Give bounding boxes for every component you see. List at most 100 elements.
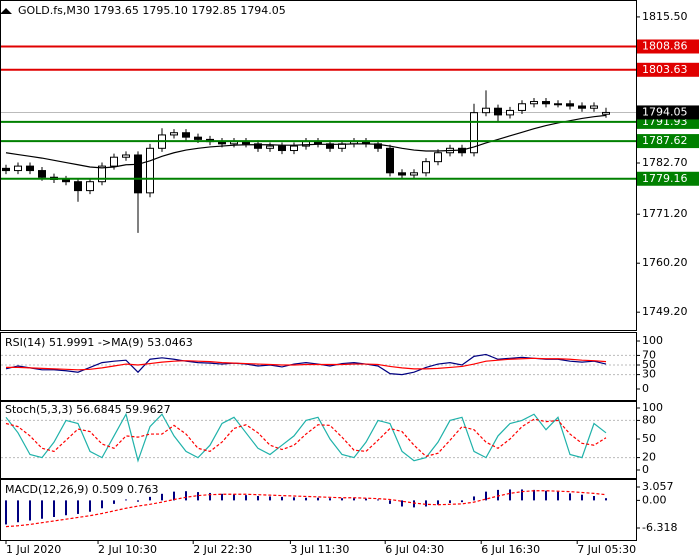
macd-bar: [329, 498, 331, 501]
macd-bar: [473, 496, 475, 501]
macd-bar: [401, 500, 403, 507]
candle-body: [98, 165, 106, 183]
candle-body: [398, 172, 406, 176]
macd-bar: [605, 498, 607, 501]
y-tick-label: 0.00: [642, 493, 667, 506]
main-panel: [0, 0, 637, 331]
candle-body: [494, 107, 502, 116]
candle-body: [602, 111, 610, 115]
main-title: GOLD.fs,M30 1793.65 1795.10 1792.85 1794…: [18, 4, 286, 17]
series-line: [5, 353, 607, 376]
candle-body: [182, 132, 190, 138]
macd-bar: [161, 493, 163, 501]
candle-body: [578, 105, 586, 109]
macd-bar: [497, 489, 499, 501]
level-label-box: [637, 134, 699, 149]
macd-bar: [365, 498, 367, 501]
x-tick-label: 6 Jul 04:30: [385, 543, 444, 556]
macd-bar: [5, 500, 7, 525]
macd-bar: [221, 493, 223, 501]
candle-body: [110, 156, 118, 167]
series-line: [6, 357, 607, 371]
macd-bar: [545, 490, 547, 501]
candle-body: [278, 145, 286, 152]
macd-bar: [17, 500, 19, 523]
candle-body: [470, 112, 478, 154]
macd-bar: [89, 500, 91, 512]
stoch-title: Stoch(5,3,3) 56.6845 59.9627: [5, 403, 171, 416]
candle-body: [146, 147, 154, 194]
macd-title: MACD(12,26,9) 0.509 0.763: [5, 483, 159, 496]
y-tick-label: 3.057: [642, 480, 674, 493]
macd-bar: [65, 500, 67, 516]
macd-bar: [389, 500, 391, 504]
candle-body: [434, 152, 442, 163]
candle-body: [506, 109, 514, 116]
candle-body: [518, 103, 526, 111]
macd-bar: [185, 491, 187, 501]
macd-bar: [257, 496, 259, 501]
level-label-box: [637, 62, 699, 77]
candle-body: [170, 132, 178, 136]
macd-bar: [569, 493, 571, 501]
macd-bar: [173, 491, 175, 501]
macd-bar: [509, 489, 511, 501]
macd-bar: [53, 500, 55, 517]
level-label: 1779.16: [642, 172, 688, 185]
y-tick-label: 50: [642, 358, 656, 371]
y-tick-label: 1749.20: [642, 305, 688, 318]
symbol-icon: [0, 8, 12, 15]
macd-bar: [149, 496, 151, 501]
current-price-label: 1794.05: [642, 105, 688, 118]
candle-body: [566, 103, 574, 107]
macd-bar: [593, 496, 595, 501]
macd-bar: [125, 499, 127, 501]
candle-body: [2, 167, 10, 172]
candle-body: [122, 154, 130, 158]
candle-body: [86, 181, 94, 192]
y-tick-label: 0: [642, 382, 649, 395]
macd-bar: [245, 495, 247, 501]
candle-body: [14, 165, 22, 172]
x-tick-label: 1 Jul 2020: [6, 543, 61, 556]
macd-bar: [581, 494, 583, 501]
macd-bar: [293, 497, 295, 501]
y-tick-label: 1771.20: [642, 207, 688, 220]
rsi-title: RSI(14) 51.9991 ->MA(9) 53.0463: [5, 336, 193, 349]
macd-bar: [281, 496, 283, 501]
candle-body: [410, 172, 418, 176]
series-line: [5, 412, 607, 463]
y-tick-label: 1760.20: [642, 256, 688, 269]
macd-bar: [485, 491, 487, 501]
candle-body: [38, 170, 46, 178]
candle-body: [290, 145, 298, 152]
candle-body: [590, 105, 598, 109]
y-tick-label: 1815.50: [642, 10, 688, 23]
level-label: 1787.62: [642, 134, 688, 147]
candle-body: [194, 136, 202, 140]
macd-bar: [449, 500, 451, 504]
macd-bar: [461, 500, 463, 503]
macd-bar: [317, 497, 319, 501]
level-label: 1808.86: [642, 39, 688, 52]
x-tick-label: 3 Jul 11:30: [290, 543, 349, 556]
series-line: [5, 490, 607, 528]
macd-bar: [353, 498, 355, 501]
macd-bar: [305, 497, 307, 501]
macd-bar: [209, 492, 211, 501]
macd-bar: [113, 500, 115, 504]
y-tick-label: 100: [642, 334, 663, 347]
candle-body: [266, 145, 274, 149]
macd-bar: [341, 498, 343, 501]
y-tick-label: -6.318: [642, 521, 677, 534]
level-label-box: [637, 39, 699, 54]
y-tick-label: 50: [642, 432, 656, 445]
candle-body: [62, 178, 70, 183]
y-tick-label: 100: [642, 401, 663, 414]
y-tick-label: 0: [642, 463, 649, 476]
macd-panel: [0, 479, 637, 541]
x-tick-label: 2 Jul 10:30: [98, 543, 157, 556]
y-tick-label: 70: [642, 348, 656, 361]
y-tick-label: 30: [642, 368, 656, 381]
